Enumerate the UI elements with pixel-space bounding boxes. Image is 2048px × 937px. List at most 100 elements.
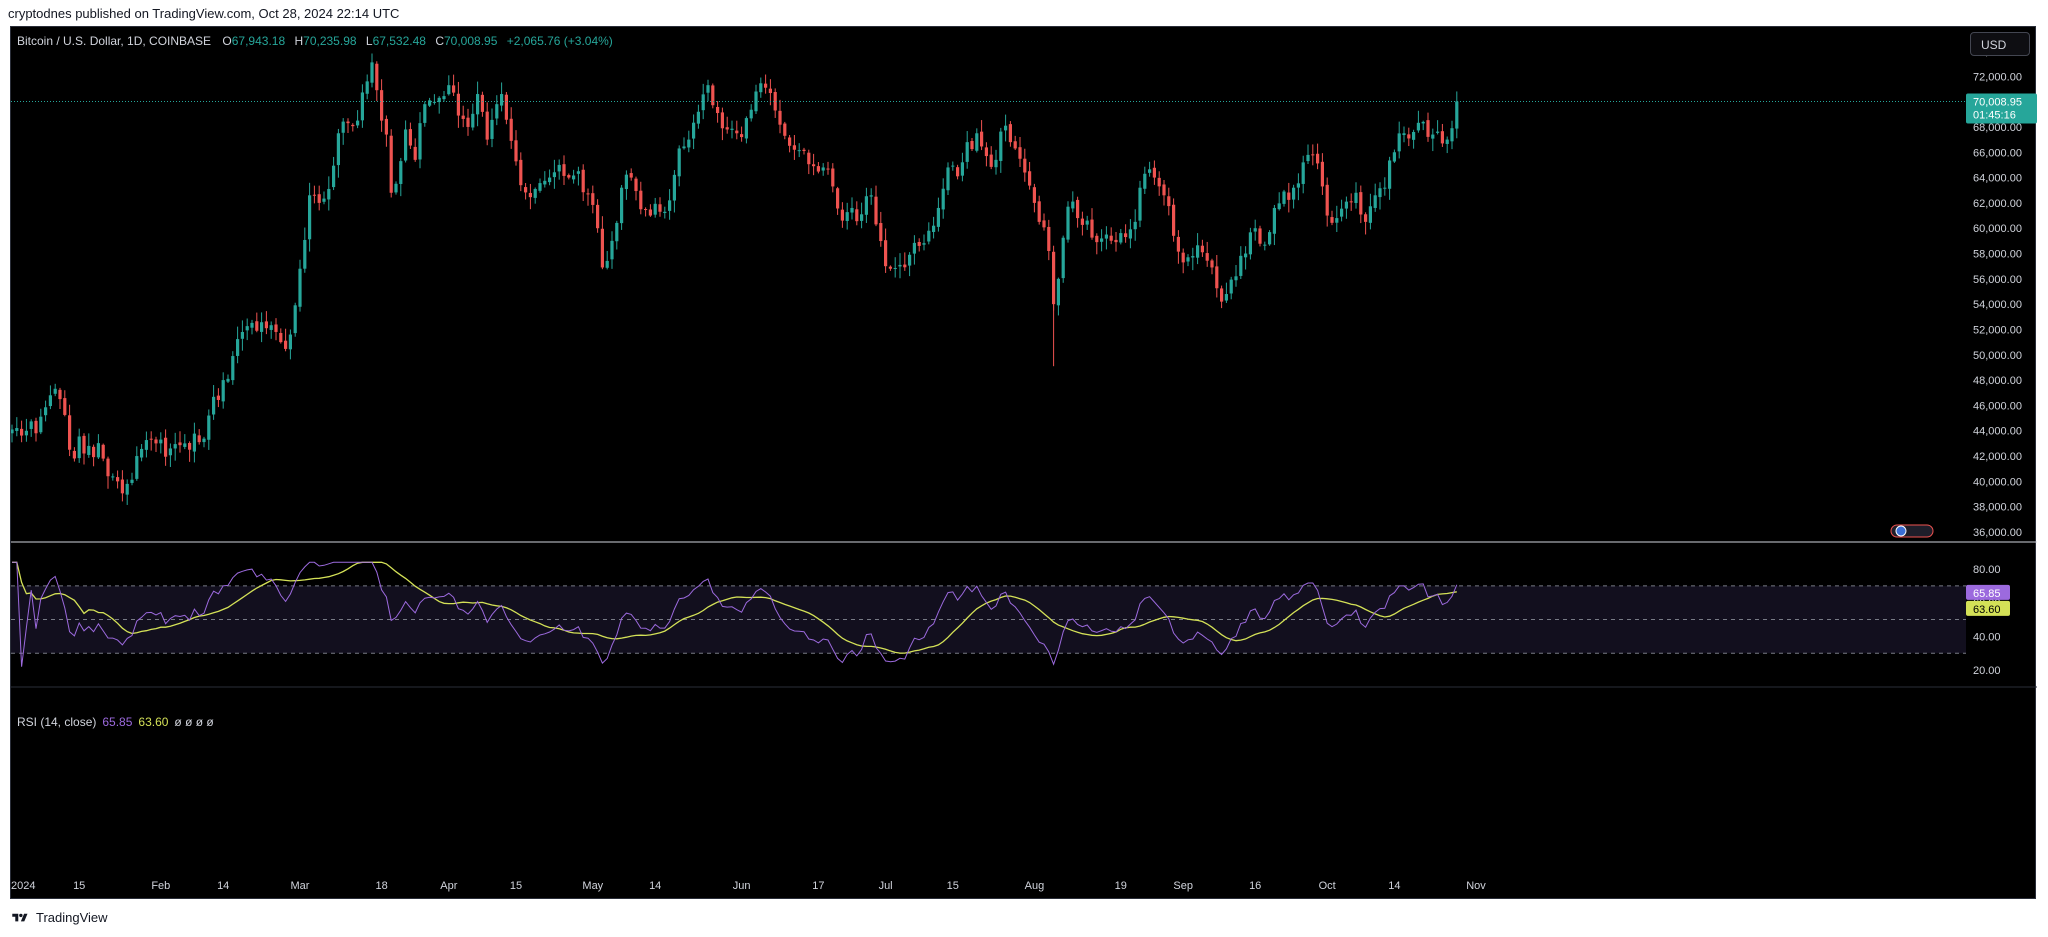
candle-body (332, 165, 336, 188)
time-tick-label: Mar (291, 880, 310, 892)
price-tick-label: 62,000.00 (1973, 198, 2022, 210)
change-value: +2,065.76 (+3.04%) (506, 34, 613, 48)
candle-body (682, 146, 686, 149)
candle-body (888, 266, 892, 269)
currency-button[interactable]: USD (1970, 32, 2030, 56)
candle-body (917, 242, 921, 246)
candle-body (783, 123, 787, 136)
candle-body (1162, 184, 1166, 196)
candle-body (965, 142, 969, 162)
time-tick-label: 15 (510, 880, 522, 892)
candle-body (1124, 233, 1128, 238)
candle-body (663, 211, 667, 214)
candle-body (932, 225, 936, 232)
candle-body (87, 445, 91, 455)
candle-body (615, 222, 619, 242)
time-axis: 2024 15 Feb 14 Mar 18 Apr 15 May 14 Jun 17 Jul 15 Aug 1… (11, 880, 1486, 892)
candle-body (1181, 252, 1185, 263)
candle-body (1239, 255, 1243, 276)
candle-body (514, 140, 518, 162)
tradingview-logo-icon[interactable] (10, 912, 30, 924)
candle-body (1426, 120, 1430, 137)
candle-body (605, 260, 609, 268)
price-tick-label: 42,000.00 (1973, 451, 2022, 463)
candle-body (375, 63, 379, 91)
candle-body (711, 85, 715, 106)
candle-body (1325, 184, 1329, 216)
candle-body (20, 428, 24, 436)
rsi-title[interactable]: RSI (14, close) (17, 715, 97, 729)
candle-body (716, 106, 720, 114)
candle-body (696, 111, 700, 124)
chart-frame[interactable]: 36,000.00 38,000.00 40,000.00 42,000.00 44,0… (10, 26, 2037, 900)
time-tick-label: Nov (1466, 880, 1486, 892)
candle-body (428, 100, 432, 106)
candle-body (1450, 128, 1454, 142)
price-tick-label: 64,000.00 (1973, 173, 2022, 185)
candle-body (687, 139, 691, 148)
candle-body (68, 415, 72, 450)
high-value: 70,235.98 (303, 34, 357, 48)
price-tick-label: 38,000.00 (1973, 502, 2022, 514)
candle-body (1143, 173, 1147, 189)
time-tick-label: Jun (733, 880, 751, 892)
symbol-title[interactable]: Bitcoin / U.S. Dollar, 1D, COINBASE (17, 34, 212, 48)
candle-body (1167, 196, 1171, 207)
candle-body (351, 124, 355, 127)
candle-body (471, 113, 475, 128)
candle-body (159, 439, 163, 444)
time-tick-label: Jul (879, 880, 893, 892)
candle-body (533, 188, 537, 198)
candle-body (869, 195, 873, 197)
chart-canvas[interactable]: 36,000.00 38,000.00 40,000.00 42,000.00 44,0… (11, 27, 2037, 900)
candle-body (1152, 167, 1156, 178)
candle-body (1330, 217, 1334, 223)
candle-body (860, 214, 864, 221)
candle-body (1301, 162, 1305, 184)
candle-body (106, 458, 110, 477)
candle-body (1138, 187, 1142, 221)
candle-body (92, 446, 96, 458)
candle-body (96, 443, 100, 458)
candle-body (1176, 236, 1180, 252)
candle-body (1080, 218, 1084, 225)
candle-body (1013, 141, 1017, 149)
candle-body (24, 430, 28, 436)
candle-body (500, 94, 504, 106)
price-tick-label: 48,000.00 (1973, 375, 2022, 387)
candle-body (1316, 153, 1320, 164)
candle-body (749, 109, 753, 119)
candle-body (207, 415, 211, 440)
close-label: C (435, 34, 444, 48)
candle-body (922, 243, 926, 245)
candle-body (423, 104, 427, 123)
candle-body (447, 85, 451, 95)
price-tick-label: 50,000.00 (1973, 350, 2022, 362)
candle-body (1023, 158, 1027, 173)
candle-body (164, 437, 168, 457)
rsi-legend: RSI (14, close) 65.85 63.60 ø ø ø ø (17, 715, 214, 729)
time-tick-label: 15 (947, 880, 959, 892)
publisher-header: cryptodnes published on TradingView.com,… (8, 6, 400, 21)
candle-body (1407, 134, 1411, 139)
candle-body (432, 101, 436, 103)
candle-body (1383, 187, 1387, 189)
candle-body (975, 133, 979, 151)
candle-body (1210, 260, 1214, 268)
low-value: 67,532.48 (372, 34, 426, 48)
candle-body (668, 200, 672, 211)
candle-body (413, 146, 417, 160)
candle-body (456, 93, 460, 116)
open-value: 67,943.18 (231, 34, 286, 48)
candle-body (1412, 132, 1416, 140)
candle-body (1100, 238, 1104, 242)
time-tick-label: 14 (649, 880, 661, 892)
price-tick-label: 72,000.00 (1973, 71, 2022, 83)
footer-brand[interactable]: TradingView (36, 910, 108, 925)
candle-body (236, 339, 240, 356)
candle-body (1455, 101, 1459, 129)
candle-body (802, 149, 806, 151)
candle-body (903, 264, 907, 268)
candle-body (394, 183, 398, 193)
candle-body (538, 183, 542, 191)
